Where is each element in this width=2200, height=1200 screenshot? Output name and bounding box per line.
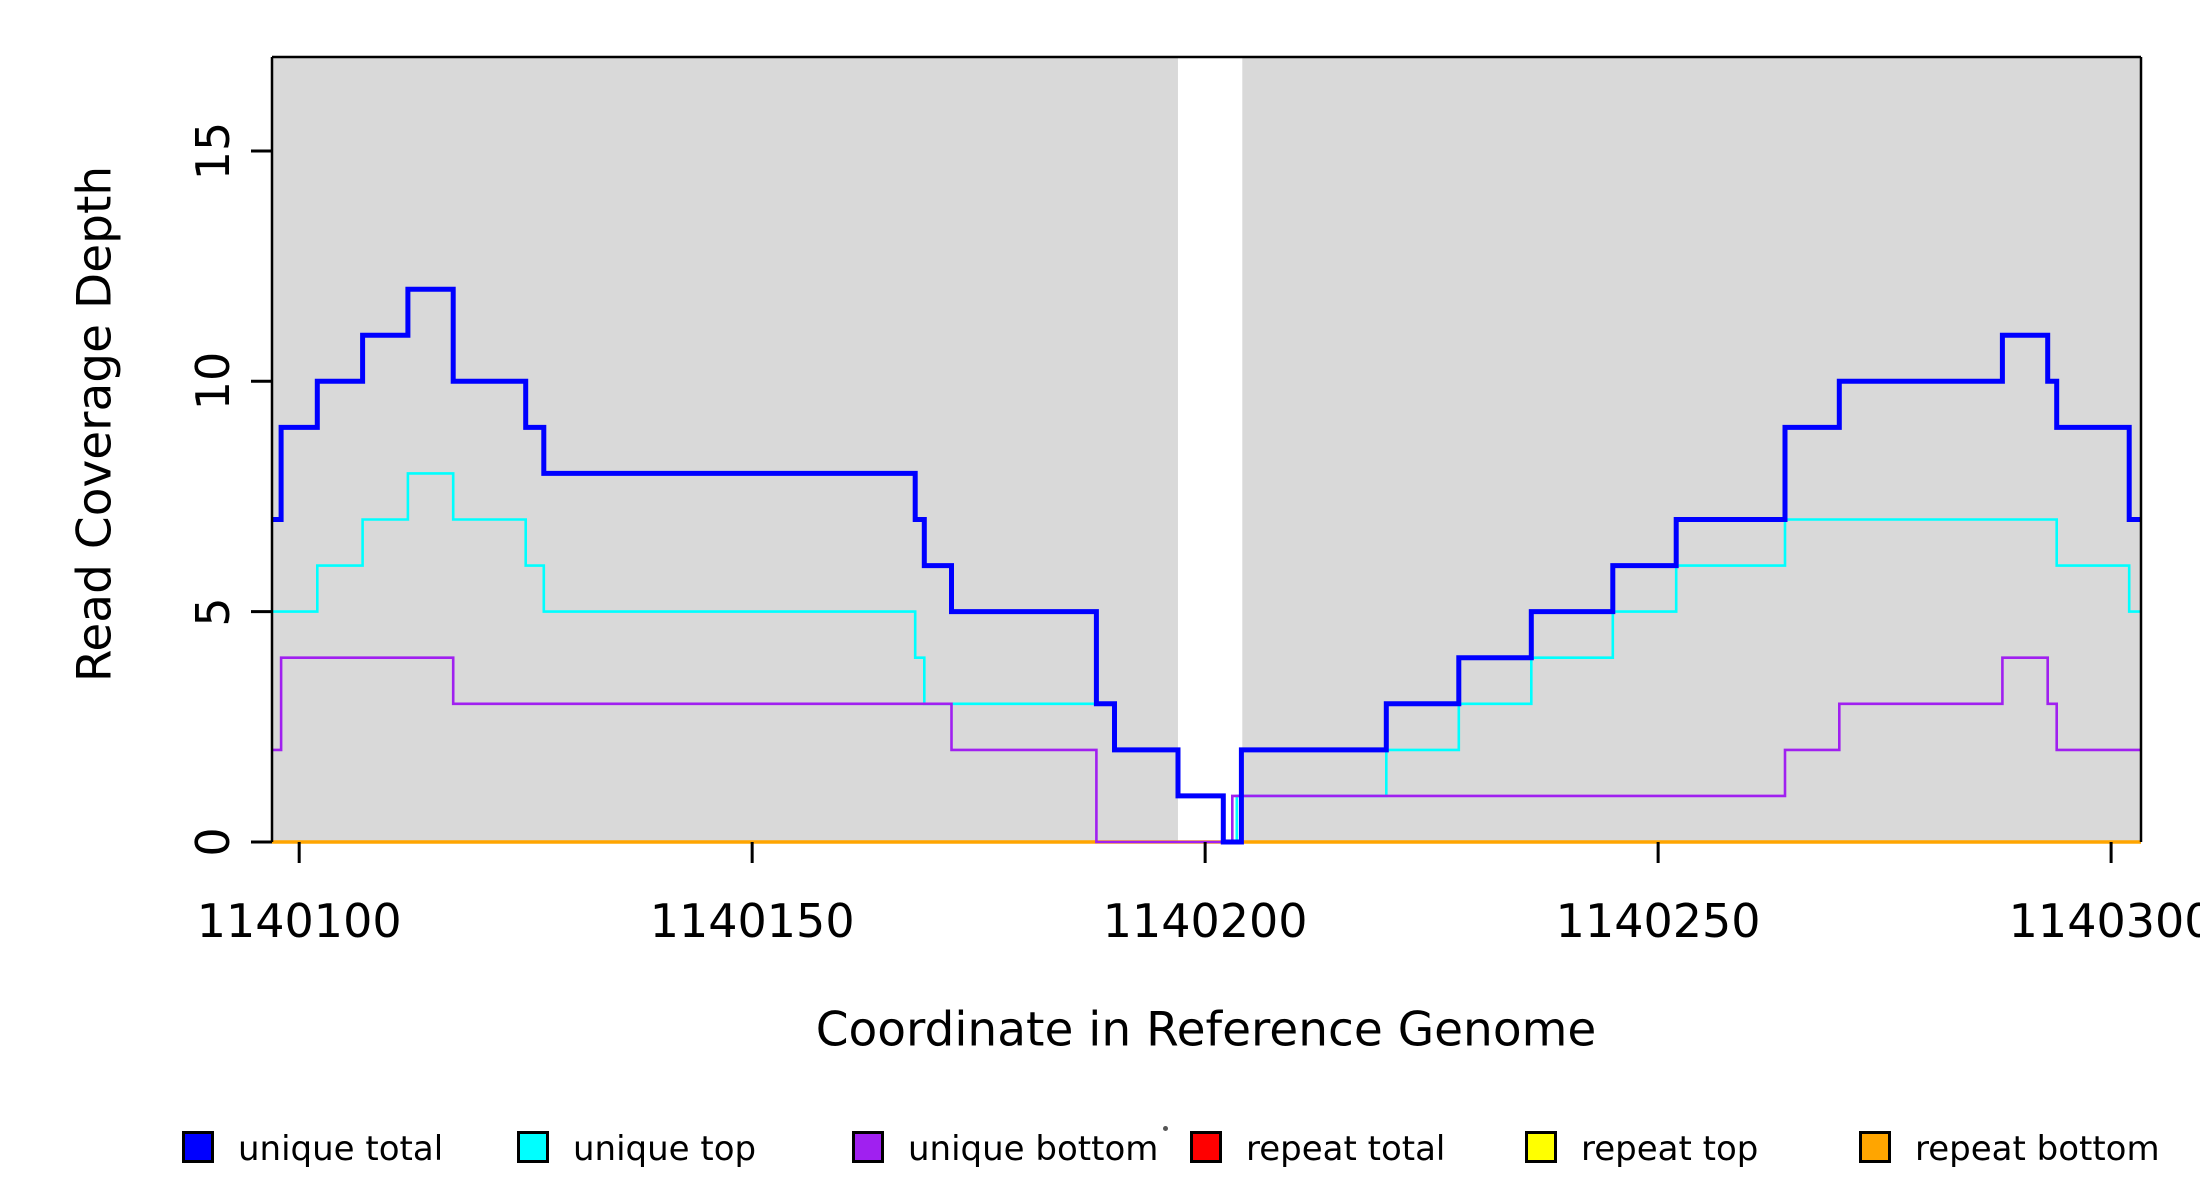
y-tick-label-10: 10 [186,352,240,411]
legend-label: unique top [573,1129,757,1169]
y-tick-label-0: 0 [186,827,240,857]
x-tick-label-1140250: 1140250 [1555,894,1761,948]
legend-swatch-repeat-bottom [1859,1131,1891,1163]
series-unique-bottom [272,656,2141,844]
stray-dot-artifact [1163,1126,1168,1131]
legend-swatch-repeat-total [1190,1131,1222,1163]
panel-shaded-region-1 [1242,57,2141,842]
x-tick-label-1140150: 1140150 [649,894,855,948]
x-tick-label-1140100: 1140100 [196,894,402,948]
y-axis-title: Read Coverage Depth [67,165,123,683]
legend-swatch-unique-bottom [852,1131,884,1163]
legend-label: repeat bottom [1915,1129,2160,1169]
legend-swatch-repeat-top [1525,1131,1557,1163]
x-tick-label-1140300: 1140300 [2008,894,2200,948]
legend-label: unique bottom [908,1129,1159,1169]
legend-swatch-unique-top [517,1131,549,1163]
legend-label: repeat top [1581,1129,1759,1169]
panel-shaded-region-0 [272,57,1178,842]
x-tick-label-1140200: 1140200 [1102,894,1308,948]
series-unique-total [272,286,2141,845]
x-axis-title: Coordinate in Reference Genome [815,1002,1597,1058]
y-tick-label-15: 15 [186,121,240,181]
legend-label: repeat total [1246,1129,1446,1169]
legend-swatch-unique-total [182,1131,214,1163]
y-tick-label-5: 5 [186,597,240,627]
legend-label: unique total [238,1129,444,1169]
